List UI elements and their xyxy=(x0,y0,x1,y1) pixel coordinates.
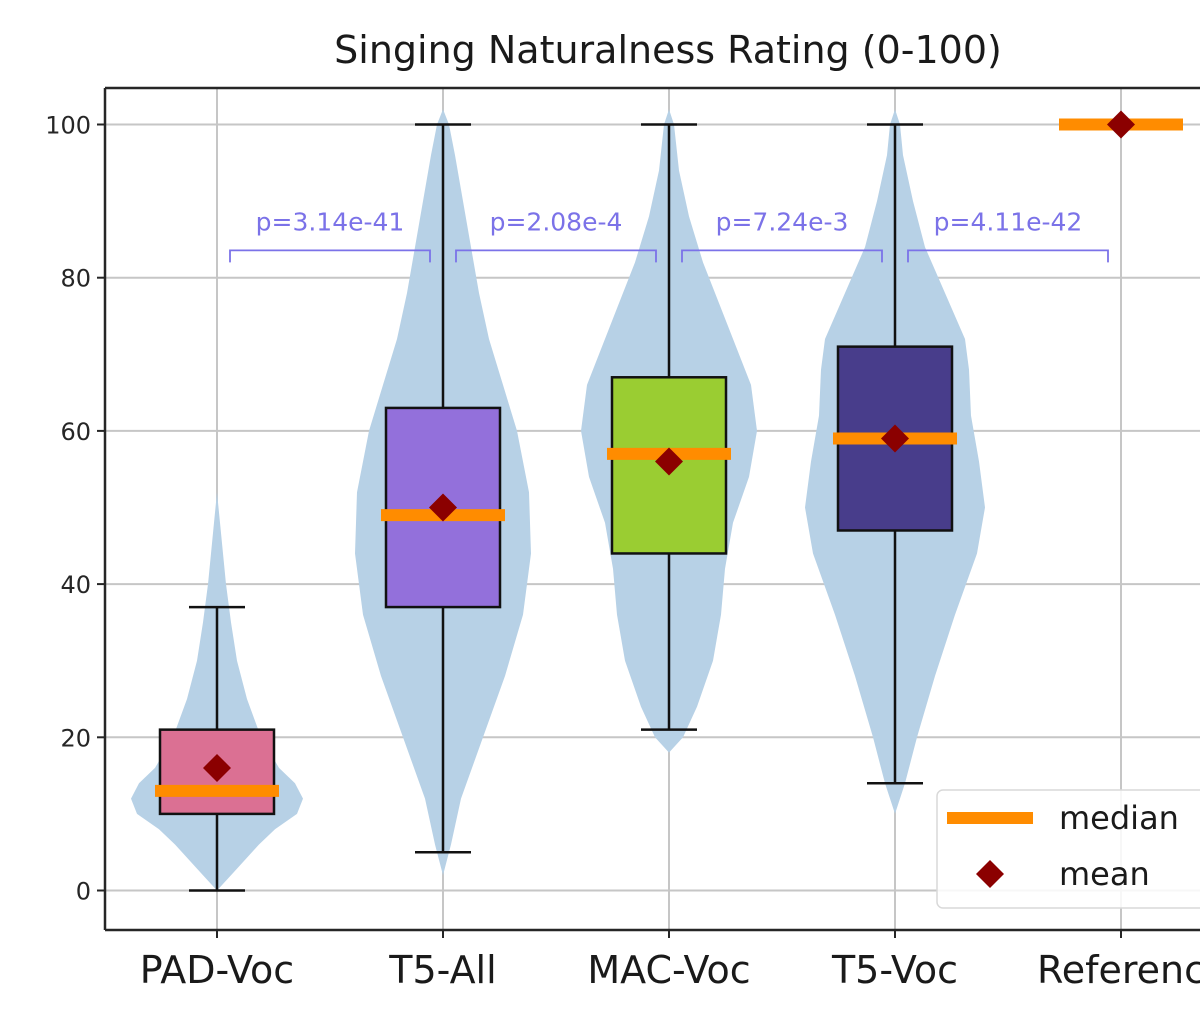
y-tick-label: 100 xyxy=(45,112,91,140)
pvalue-bracket xyxy=(229,249,431,263)
legend-mean-swatch xyxy=(976,860,1004,888)
x-tick-label: PAD-Voc xyxy=(140,948,294,992)
pvalue-label: p=4.11e-42 xyxy=(934,207,1083,236)
chart-title: Singing Naturalness Rating (0-100) xyxy=(334,28,1002,72)
pvalue-label: p=2.08e-4 xyxy=(490,207,623,236)
pvalue-bracket xyxy=(681,249,883,263)
legend-label: median xyxy=(1059,799,1179,837)
x-tick-label: Referenc xyxy=(1037,948,1200,992)
y-tick-label: 60 xyxy=(60,418,91,446)
mean-marker-pad-voc xyxy=(203,753,231,782)
pvalue-bracket xyxy=(907,249,1109,263)
pvalue-label: p=7.24e-3 xyxy=(716,207,849,236)
x-tick-label: T5-All xyxy=(388,948,496,992)
legend-label: mean xyxy=(1059,855,1150,893)
mean-marker-t5-all xyxy=(429,493,457,522)
y-tick-label: 80 xyxy=(60,265,91,293)
x-tick-label: MAC-Voc xyxy=(587,948,750,992)
pvalue-label: p=3.14e-41 xyxy=(256,207,405,236)
y-tick-label: 0 xyxy=(76,878,91,906)
mean-marker-referenc xyxy=(1107,110,1135,139)
mean-marker-mac-voc xyxy=(655,447,683,476)
x-tick-label: T5-Voc xyxy=(831,948,958,992)
y-tick-label: 20 xyxy=(60,724,91,752)
pvalue-bracket xyxy=(455,249,657,263)
mean-marker-t5-voc xyxy=(881,424,909,453)
y-tick-label: 40 xyxy=(60,571,91,599)
